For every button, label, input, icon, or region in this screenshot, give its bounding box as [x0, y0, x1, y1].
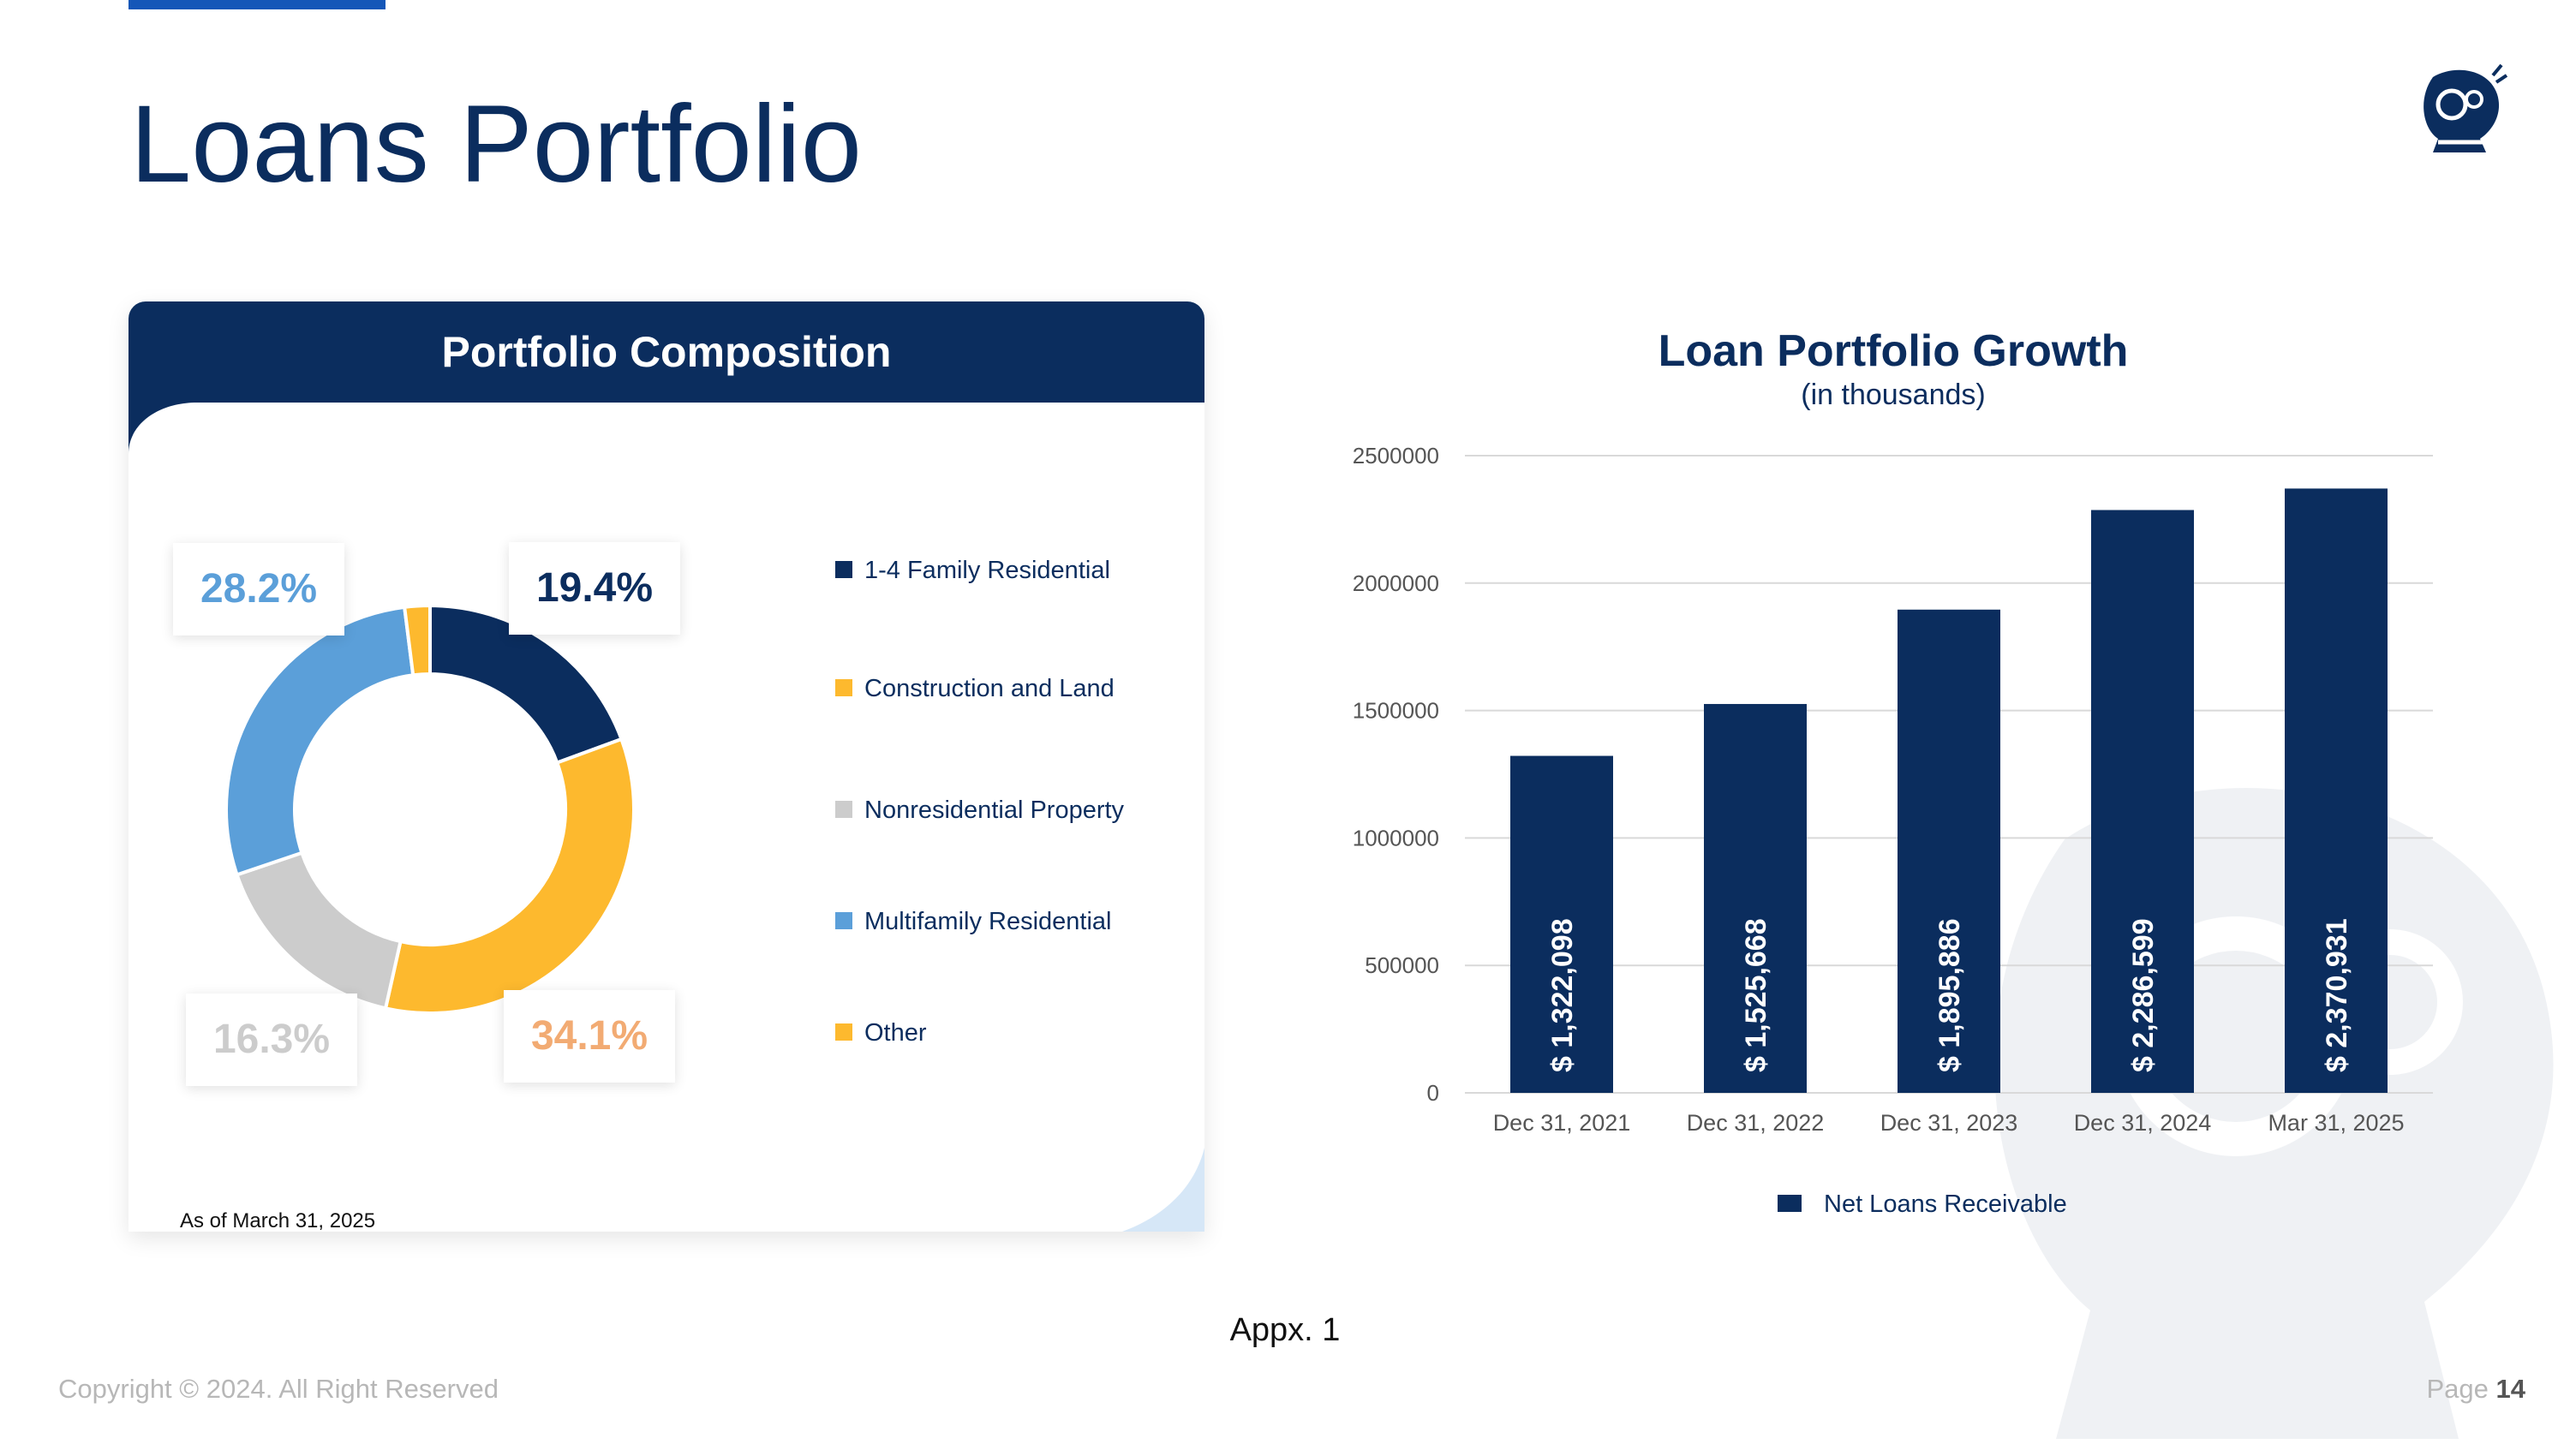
page-number-value: 14 — [2495, 1374, 2525, 1404]
bar — [2285, 488, 2388, 1093]
portfolio-donut-chart — [224, 604, 636, 1015]
legend-label: 1-4 Family Residential — [864, 557, 1110, 584]
legend-label: Other — [864, 1019, 927, 1047]
y-tick-label: 2500000 — [1353, 443, 1439, 468]
appendix-label: Appx. 1 — [1229, 1312, 1341, 1348]
bar — [1510, 755, 1613, 1093]
top-accent-bar — [128, 0, 386, 9]
bar — [1704, 703, 1807, 1093]
donut-label-34-1: 34.1% — [504, 990, 675, 1083]
bar-chart-legend: Net Loans Receivable — [1778, 1190, 2067, 1219]
donut-slice — [235, 850, 403, 1011]
donut-label-19-4: 19.4% — [509, 542, 680, 635]
legend-item: Construction and Land — [835, 675, 1115, 703]
legend-label: Nonresidential Property — [864, 797, 1125, 824]
composition-title: Portfolio Composition — [441, 328, 892, 376]
x-tick-label: Mar 31, 2025 — [2268, 1110, 2404, 1136]
y-tick-label: 1500000 — [1353, 698, 1439, 724]
y-tick-label: 1000000 — [1353, 825, 1439, 850]
legend-swatch — [835, 801, 852, 819]
x-tick-label: Dec 31, 2021 — [1493, 1110, 1631, 1136]
copyright-text: Copyright © 2024. All Right Reserved — [58, 1374, 499, 1404]
legend-item: 1-4 Family Residential — [835, 557, 1110, 585]
page-label: Page — [2426, 1374, 2489, 1404]
pct-label-text: 28.2% — [200, 566, 318, 612]
legend-label: Net Loans Receivable — [1824, 1190, 2067, 1218]
bar-data-label: $ 2,286,599 — [2127, 918, 2160, 1072]
bar — [1898, 609, 2000, 1093]
donut-slice — [383, 737, 636, 1015]
legend-item: Multifamily Residential — [835, 908, 1112, 936]
x-tick-label: Dec 31, 2024 — [2074, 1110, 2212, 1136]
growth-chart-title: Loan Portfolio Growth — [1658, 326, 2129, 376]
legend-swatch — [835, 912, 852, 930]
legend-item: Other — [835, 1019, 927, 1047]
legend-swatch — [1778, 1195, 1802, 1213]
legend-swatch — [835, 561, 852, 579]
pct-label-text: 19.4% — [535, 565, 654, 611]
legend-item: Nonresidential Property — [835, 797, 1124, 825]
bar-data-label: $ 2,370,931 — [2321, 918, 2353, 1072]
donut-slice — [224, 605, 415, 877]
composition-header — [128, 301, 1204, 403]
bar-data-label: $ 1,322,098 — [1546, 918, 1579, 1072]
mascot-logo-icon — [2424, 63, 2508, 152]
legend-label: Multifamily Residential — [864, 908, 1112, 935]
x-tick-label: Dec 31, 2022 — [1687, 1110, 1825, 1136]
bar-data-label: $ 1,525,668 — [1740, 918, 1772, 1072]
legend-label: Construction and Land — [864, 675, 1115, 702]
bar — [2091, 510, 2194, 1093]
as-of-date: As of March 31, 2025 — [180, 1209, 376, 1232]
x-tick-label: Dec 31, 2023 — [1880, 1110, 2018, 1136]
bar-data-label: $ 1,895,886 — [1933, 918, 1966, 1072]
donut-label-16-3: 16.3% — [186, 994, 357, 1086]
y-tick-label: 500000 — [1365, 952, 1439, 978]
loan-growth-bar-chart: 0 500000 1000000 1500000 2000000 2500000 $ 1,3… — [1353, 443, 2433, 1136]
y-tick-label: 0 — [1427, 1080, 1439, 1106]
page-number: Page 14 — [2426, 1374, 2525, 1405]
y-tick-label: 2000000 — [1353, 570, 1439, 596]
pct-label-text: 16.3% — [212, 1017, 331, 1062]
legend-swatch — [835, 679, 852, 697]
pct-label-text: 34.1% — [530, 1013, 648, 1059]
legend-swatch — [835, 1023, 852, 1041]
donut-slice — [402, 604, 432, 677]
growth-chart-subtitle: (in thousands) — [1801, 379, 1986, 411]
donut-label-28-2: 28.2% — [173, 543, 344, 636]
page-title: Loans Portfolio — [130, 83, 862, 206]
